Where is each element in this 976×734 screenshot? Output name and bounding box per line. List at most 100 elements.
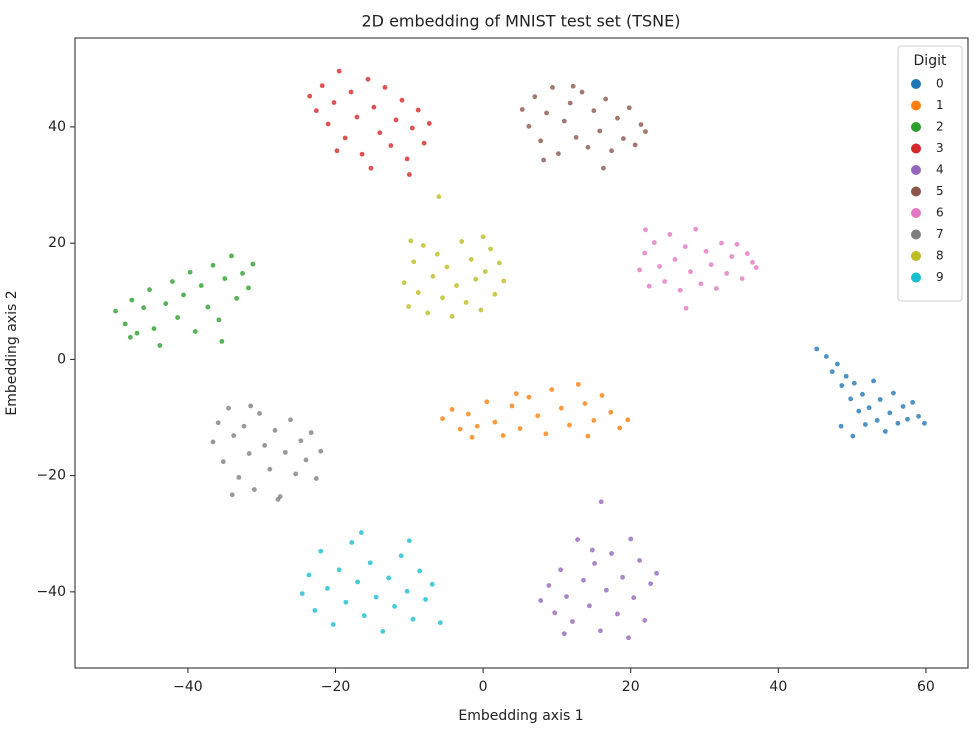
point bbox=[526, 394, 532, 400]
x-tick-label: 20 bbox=[622, 679, 640, 695]
series bbox=[401, 194, 507, 319]
series bbox=[814, 346, 927, 439]
point bbox=[430, 273, 436, 279]
point bbox=[581, 577, 586, 583]
point bbox=[631, 595, 637, 601]
legend-marker bbox=[911, 122, 921, 132]
point bbox=[434, 251, 440, 257]
point bbox=[579, 89, 585, 95]
point bbox=[839, 383, 845, 388]
point bbox=[325, 121, 331, 127]
point bbox=[628, 536, 634, 542]
point bbox=[509, 403, 515, 409]
point bbox=[358, 530, 364, 535]
point bbox=[626, 105, 632, 111]
point bbox=[250, 261, 256, 267]
point bbox=[592, 560, 597, 566]
point bbox=[463, 300, 469, 305]
point bbox=[262, 443, 268, 448]
point bbox=[408, 238, 414, 244]
point bbox=[823, 354, 829, 359]
point bbox=[382, 85, 388, 90]
point bbox=[895, 420, 901, 426]
point bbox=[672, 257, 678, 262]
point bbox=[599, 393, 605, 398]
point bbox=[147, 287, 152, 293]
series bbox=[299, 530, 443, 634]
point bbox=[662, 279, 668, 284]
point bbox=[449, 406, 455, 412]
point bbox=[648, 581, 654, 587]
point bbox=[393, 117, 399, 123]
point bbox=[625, 417, 631, 423]
point bbox=[380, 628, 386, 634]
point bbox=[234, 295, 240, 301]
point bbox=[229, 492, 235, 498]
point bbox=[561, 631, 567, 637]
point bbox=[877, 397, 883, 402]
point bbox=[829, 369, 835, 374]
point bbox=[866, 405, 872, 411]
point bbox=[513, 391, 519, 397]
point bbox=[632, 142, 638, 148]
point bbox=[558, 567, 564, 573]
point bbox=[348, 89, 354, 95]
point bbox=[267, 466, 273, 472]
point bbox=[851, 380, 857, 386]
point bbox=[216, 317, 222, 323]
series bbox=[440, 381, 631, 440]
point bbox=[617, 425, 623, 431]
point bbox=[848, 396, 854, 402]
point bbox=[170, 279, 175, 284]
point bbox=[496, 260, 502, 266]
point bbox=[231, 433, 237, 438]
point bbox=[703, 248, 709, 254]
point bbox=[654, 570, 659, 576]
point bbox=[719, 240, 724, 246]
legend: Digit 0 1 2 3 4 5 6 7 8 9 bbox=[897, 45, 963, 302]
point bbox=[615, 115, 620, 121]
point bbox=[288, 417, 293, 423]
point bbox=[620, 136, 626, 141]
legend-marker bbox=[911, 79, 921, 89]
point bbox=[567, 422, 572, 428]
point bbox=[564, 594, 569, 599]
point bbox=[538, 138, 544, 144]
point bbox=[342, 135, 348, 141]
point bbox=[417, 568, 423, 574]
legend-marker bbox=[911, 251, 921, 261]
point bbox=[646, 283, 652, 289]
point bbox=[240, 270, 245, 276]
point bbox=[586, 603, 592, 609]
x-tick-label: 60 bbox=[917, 679, 935, 695]
point bbox=[601, 165, 606, 171]
point bbox=[882, 429, 888, 434]
point bbox=[440, 416, 445, 422]
legend-marker bbox=[911, 229, 921, 240]
legend-label: 0 bbox=[936, 77, 944, 91]
legend-marker bbox=[911, 272, 921, 283]
point bbox=[860, 391, 865, 397]
legend-label: 5 bbox=[936, 184, 944, 198]
point bbox=[437, 620, 443, 626]
point bbox=[215, 420, 221, 426]
point bbox=[874, 418, 880, 423]
point bbox=[850, 433, 856, 439]
point bbox=[354, 114, 360, 120]
point bbox=[905, 416, 910, 422]
point bbox=[359, 151, 365, 157]
point bbox=[129, 297, 135, 303]
point bbox=[210, 262, 216, 268]
point bbox=[386, 575, 392, 581]
point bbox=[597, 128, 603, 134]
point bbox=[127, 334, 133, 340]
point bbox=[492, 291, 498, 297]
x-tick-label: 40 bbox=[769, 679, 787, 695]
point bbox=[482, 269, 488, 275]
legend-marker bbox=[911, 165, 921, 175]
point bbox=[637, 267, 642, 273]
point bbox=[420, 243, 426, 248]
point bbox=[404, 156, 410, 162]
point bbox=[544, 110, 549, 116]
point bbox=[141, 305, 147, 311]
